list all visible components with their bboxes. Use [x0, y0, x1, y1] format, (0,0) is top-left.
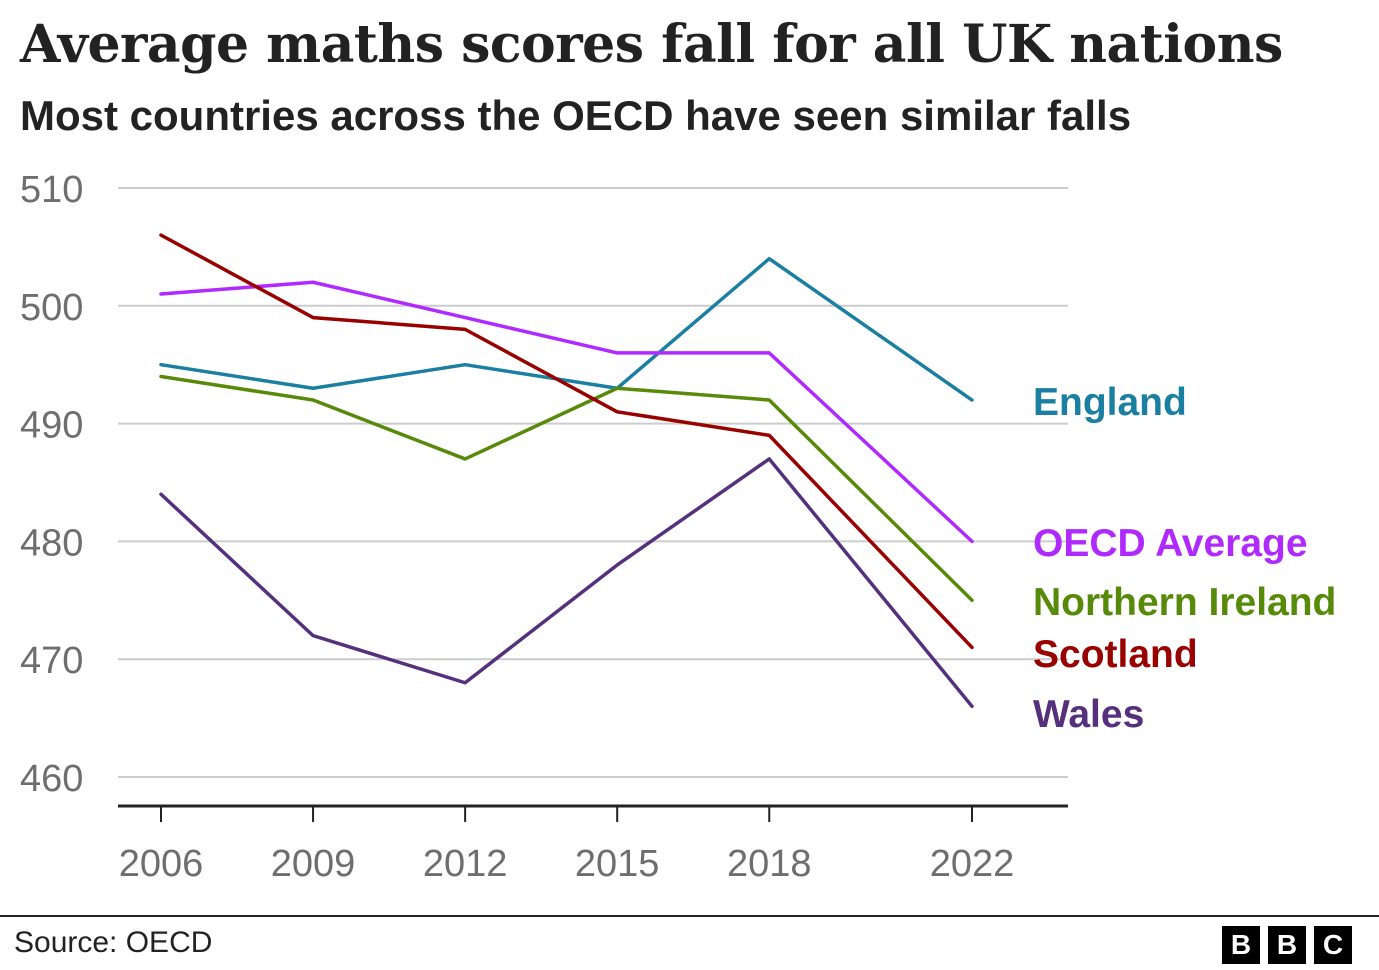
series-label-oecd-average: OECD Average: [1033, 522, 1308, 565]
y-tick-label: 460: [20, 758, 83, 800]
x-tick-label: 2006: [119, 843, 204, 885]
series-line-england: [159, 256, 974, 402]
x-axis: 2006 2009 2012 2015 2018 2022: [118, 804, 1068, 885]
series-label-england: England: [1033, 381, 1187, 424]
x-tick-label: 2015: [575, 843, 660, 885]
chart-subtitle: Most countries across the OECD have seen…: [20, 92, 1132, 139]
series-line-wales: [159, 457, 974, 709]
x-tick-label: 2018: [727, 843, 812, 885]
x-tick-label: 2022: [930, 843, 1015, 885]
series-label-northern-ireland: Northern Ireland: [1033, 581, 1336, 624]
y-tick-label: 510: [20, 169, 83, 211]
bbc-logo-letter: B: [1222, 926, 1260, 964]
bbc-logo: B B C: [1222, 926, 1352, 964]
series-labels: England OECD Average Northern Ireland Scotl…: [1033, 381, 1336, 736]
series-line-scotland: [159, 233, 974, 650]
y-tick-label: 500: [20, 287, 83, 329]
chart-title: Average maths scores fall for all UK nat…: [20, 14, 1283, 75]
series-line-oecd-average: [159, 280, 974, 544]
series-label-wales: Wales: [1033, 693, 1144, 736]
y-axis-ticks: 460 470 480 490 500 510: [20, 169, 83, 800]
series-label-scotland: Scotland: [1033, 633, 1198, 676]
x-tick-label: 2012: [423, 843, 508, 885]
gridlines: [118, 187, 1068, 778]
bbc-logo-letter: C: [1314, 926, 1352, 964]
source-note: Source: OECD: [14, 926, 213, 959]
bbc-logo-letter: B: [1268, 926, 1306, 964]
x-tick-label: 2009: [271, 843, 356, 885]
series-lines: [159, 233, 974, 709]
y-tick-label: 480: [20, 522, 83, 564]
y-tick-label: 470: [20, 640, 83, 682]
series-line-northern-ireland: [159, 374, 974, 603]
source-divider: [0, 915, 1379, 917]
y-tick-label: 490: [20, 405, 83, 447]
